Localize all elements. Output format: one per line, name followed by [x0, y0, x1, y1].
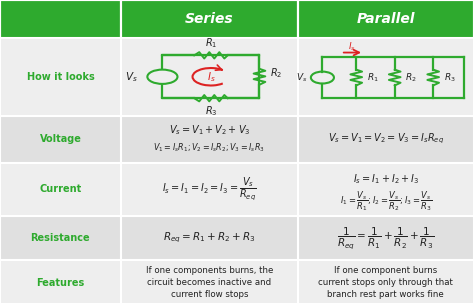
Text: $R_3$: $R_3$ — [205, 104, 217, 118]
Text: $V_s$: $V_s$ — [125, 70, 137, 84]
Bar — [298, 0, 474, 38]
Bar — [121, 260, 298, 304]
Bar — [121, 116, 298, 163]
Text: $I_s$: $I_s$ — [207, 70, 215, 84]
Bar — [298, 163, 474, 216]
Text: $R_2$: $R_2$ — [270, 66, 282, 80]
Text: Features: Features — [36, 278, 84, 288]
Text: $R_3$: $R_3$ — [444, 71, 456, 84]
Bar — [298, 260, 474, 304]
Text: $V_s = V_1 = V_2 = V_3 = I_sR_{eq}$: $V_s = V_1 = V_2 = V_3 = I_sR_{eq}$ — [328, 132, 444, 146]
Bar — [298, 116, 474, 163]
Text: If one components burns, the
circuit becomes inactive and
current flow stops: If one components burns, the circuit bec… — [146, 266, 273, 299]
Text: $V_1 = I_sR_1; V_2 = I_sR_2; V_3 = I_sR_3$: $V_1 = I_sR_1; V_2 = I_sR_2; V_3 = I_sR_… — [153, 141, 265, 154]
Bar — [298, 216, 474, 260]
Bar — [0, 163, 121, 216]
Text: $R_1$: $R_1$ — [367, 71, 379, 84]
Text: Resistance: Resistance — [31, 233, 90, 243]
Text: $R_{eq} = R_1 + R_2 + R_3$: $R_{eq} = R_1 + R_2 + R_3$ — [163, 231, 255, 245]
Text: $I_s = I_1 + I_2 + I_3$: $I_s = I_1 + I_2 + I_3$ — [353, 172, 419, 185]
Bar — [0, 260, 121, 304]
Text: $R_1$: $R_1$ — [205, 36, 217, 50]
Text: $I_1 = \dfrac{V_s}{R_1}; I_2 = \dfrac{V_s}{R_2}; I_3 = \dfrac{V_s}{R_3}$: $I_1 = \dfrac{V_s}{R_1}; I_2 = \dfrac{V_… — [339, 190, 432, 213]
Text: $I_s = I_1 = I_2 = I_3 = \dfrac{V_s}{R_{eq}}$: $I_s = I_1 = I_2 = I_3 = \dfrac{V_s}{R_{… — [162, 176, 256, 203]
Bar — [0, 116, 121, 163]
Bar — [298, 38, 474, 116]
Text: Current: Current — [39, 184, 82, 194]
Text: How it looks: How it looks — [27, 72, 94, 82]
Text: $V_s = V_1 + V_2 + V_3$: $V_s = V_1 + V_2 + V_3$ — [169, 123, 250, 137]
Text: If one component burns
current stops only through that
branch rest part works fi: If one component burns current stops onl… — [319, 266, 453, 299]
Text: $R_2$: $R_2$ — [405, 71, 417, 84]
Bar — [121, 216, 298, 260]
Text: Voltage: Voltage — [39, 134, 82, 144]
Bar — [0, 216, 121, 260]
Bar — [121, 0, 298, 38]
Text: $I_s$: $I_s$ — [348, 40, 356, 53]
Bar — [0, 38, 121, 116]
Text: $V_s$: $V_s$ — [296, 71, 307, 84]
Bar — [121, 163, 298, 216]
Text: Series: Series — [185, 12, 234, 26]
Bar — [0, 0, 121, 38]
Text: $\dfrac{1}{R_{eq}} = \dfrac{1}{R_1} + \dfrac{1}{R_2} + \dfrac{1}{R_3}$: $\dfrac{1}{R_{eq}} = \dfrac{1}{R_1} + \d… — [337, 225, 434, 251]
Text: Parallel: Parallel — [356, 12, 415, 26]
Bar — [121, 38, 298, 116]
